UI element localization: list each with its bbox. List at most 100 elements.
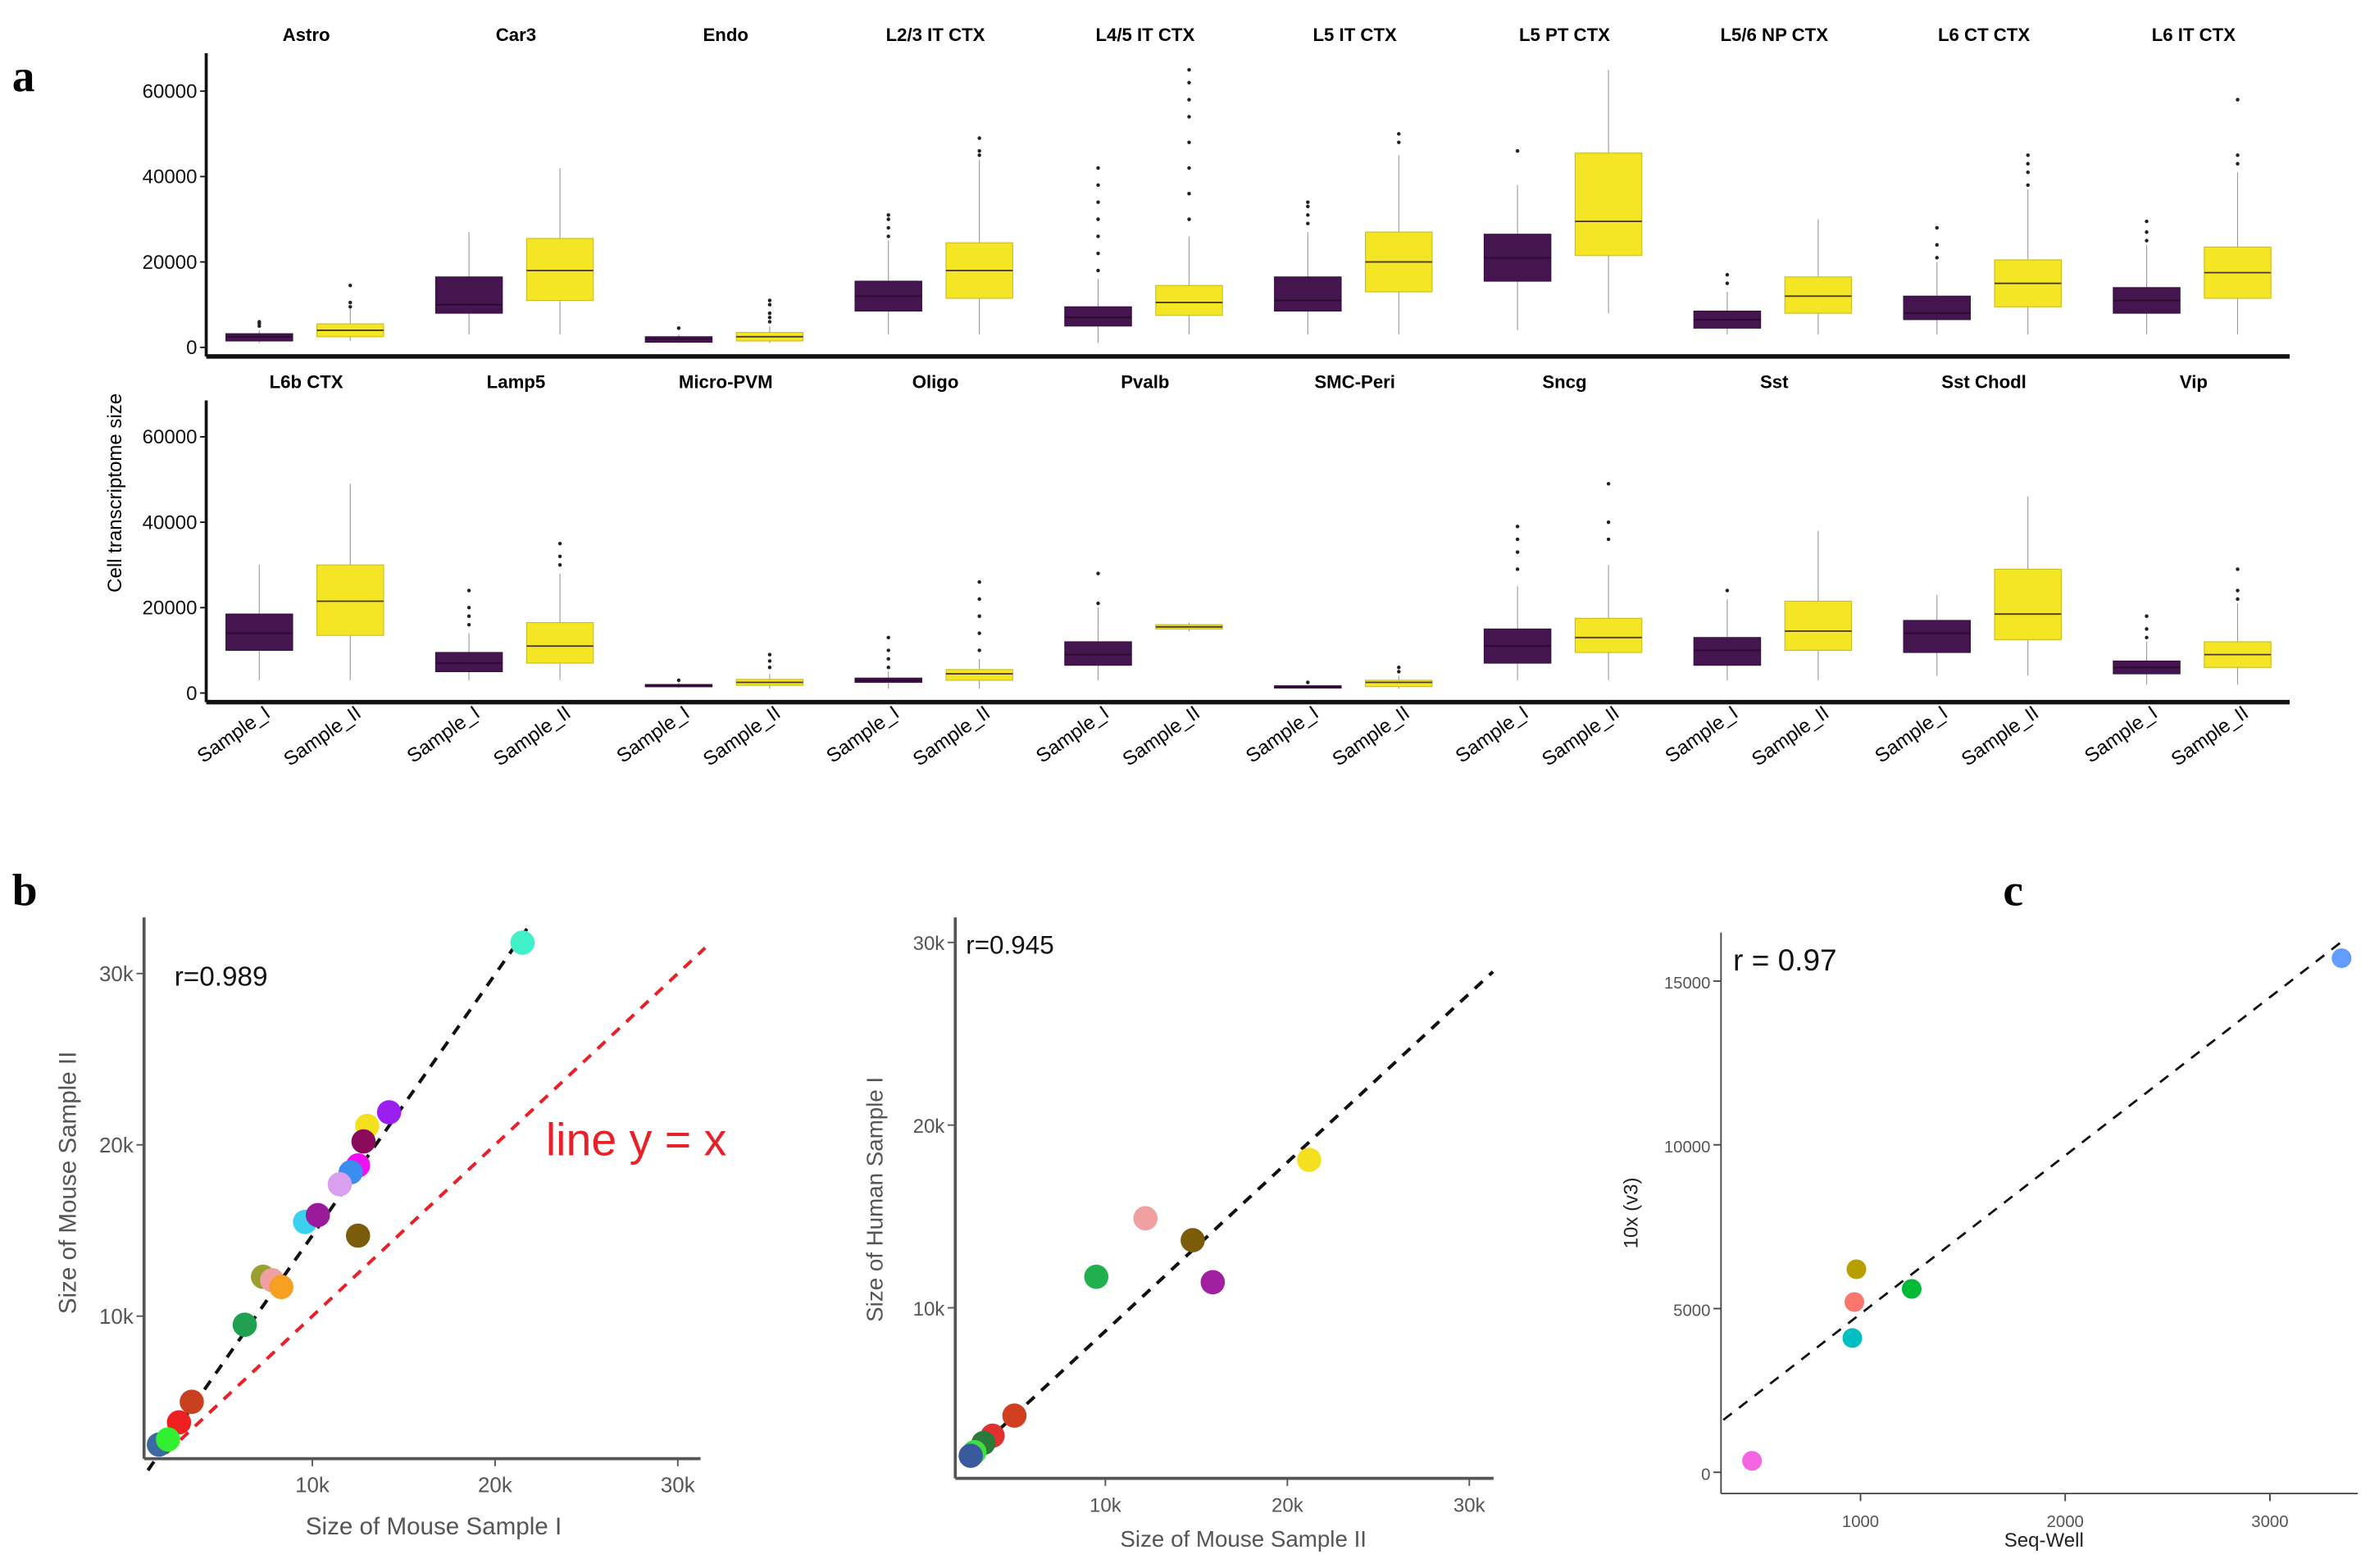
outlier-point — [1187, 166, 1191, 170]
outlier-point — [1187, 140, 1191, 144]
x-tick-label: Sample_I — [193, 702, 275, 767]
x-tick-label: 2000 — [2047, 1513, 2084, 1531]
outlier-point — [2236, 153, 2240, 157]
outlier-point — [1606, 520, 1611, 525]
facet-title: L5 PT CTX — [1519, 25, 1610, 45]
outlier-point — [348, 300, 353, 305]
y-tick-label: 0 — [186, 683, 197, 705]
facet-title: L5 IT CTX — [1312, 25, 1397, 45]
outlier-point — [886, 666, 890, 670]
x-tick-label: Sample_II — [1958, 702, 2043, 770]
outlier-point — [348, 284, 353, 288]
scatter-panel-c: 1000 2000 3000 0 5000 10000 15000 r = 0.97 Seq-W… — [1621, 932, 2359, 1552]
box — [525, 238, 594, 302]
data-point — [269, 1275, 293, 1299]
outlier-point — [557, 554, 562, 559]
data-point — [1200, 1270, 1226, 1295]
outlier-point — [557, 563, 562, 567]
outlier-point — [676, 326, 681, 330]
outlier-point — [2236, 98, 2240, 102]
y-tick-label: 0 — [1701, 1466, 1710, 1484]
box — [1903, 620, 1971, 653]
facet-title: Astro — [283, 25, 330, 45]
box — [1994, 568, 2062, 640]
outlier-point — [1935, 243, 1939, 247]
data-point — [180, 1389, 204, 1415]
data-point — [327, 1171, 353, 1197]
x-tick-label: Sample_II — [280, 702, 365, 770]
x-tick-label: 30k — [661, 1474, 695, 1497]
correlation-annotation: r = 0.97 — [1733, 943, 1836, 977]
outlier-point — [1187, 115, 1191, 119]
outlier-point — [2145, 627, 2149, 631]
outlier-point — [977, 153, 981, 157]
data-point — [1133, 1206, 1158, 1231]
facet-title: Oligo — [912, 372, 959, 393]
outlier-point — [1397, 670, 1401, 674]
box — [1064, 306, 1132, 327]
outlier-point — [466, 614, 471, 618]
outlier-point — [767, 298, 772, 302]
outlier-point — [886, 213, 890, 217]
x-tick-label: Sample_I — [612, 702, 694, 767]
outlier-point — [977, 614, 981, 618]
facet-title: SMC-Peri — [1314, 372, 1395, 393]
data-point — [2331, 948, 2352, 969]
data-point — [156, 1427, 180, 1452]
outlier-point — [767, 320, 772, 324]
outlier-point — [1187, 67, 1191, 72]
y-tick-label: 20k — [913, 1116, 946, 1138]
data-point — [232, 1312, 257, 1337]
outlier-point — [557, 541, 562, 546]
y-tick-label: 5000 — [1673, 1302, 1710, 1320]
x-tick-label: 30k — [1453, 1494, 1486, 1516]
outlier-point — [977, 579, 981, 584]
outlier-point — [466, 606, 471, 610]
outlier-point — [1096, 571, 1100, 575]
data-point — [1842, 1328, 1863, 1348]
x-tick-label: 3000 — [2251, 1513, 2288, 1531]
panel-label-c: c — [2003, 866, 2023, 916]
data-point — [1002, 1403, 1027, 1428]
facet-title: Pvalb — [1121, 372, 1169, 393]
box — [1064, 641, 1132, 666]
box — [434, 276, 503, 314]
regression-line — [1722, 940, 2343, 1421]
outlier-point — [1096, 217, 1100, 221]
outlier-point — [2026, 183, 2030, 188]
outlier-point — [767, 316, 772, 320]
outlier-point — [1515, 537, 1520, 542]
outlier-point — [257, 320, 262, 324]
x-tick-label: 10k — [1089, 1494, 1122, 1516]
box — [1903, 295, 1971, 320]
facet-title: L2/3 IT CTX — [886, 25, 985, 45]
outlier-point — [1187, 98, 1191, 102]
y-axis-label: Size of Human Sample I — [862, 1077, 887, 1322]
outlier-point — [1725, 589, 1730, 593]
y-tick-label: 10000 — [1664, 1139, 1711, 1157]
outlier-point — [1306, 221, 1310, 225]
x-tick-label: Sample_I — [1452, 702, 1533, 767]
scatter-panel-b-left: 10k 20k 30k 10k 20k 30k line y = x r=0.989 Size … — [54, 917, 727, 1540]
outlier-point — [2026, 161, 2030, 166]
outlier-point — [767, 311, 772, 316]
y-axis-label: Size of Mouse Sample II — [54, 1052, 81, 1315]
x-tick-label: Sample_II — [909, 702, 994, 770]
x-axis-label: Seq-Well — [2004, 1529, 2084, 1552]
outlier-point — [2145, 239, 2149, 243]
outlier-point — [886, 225, 890, 230]
y-axis-label: 10x (v3) — [1621, 1178, 1643, 1249]
outlier-point — [2145, 614, 2149, 618]
outlier-point — [977, 631, 981, 635]
facet-title: L5/6 NP CTX — [1721, 25, 1829, 45]
outlier-point — [1397, 140, 1401, 144]
correlation-annotation: r=0.945 — [966, 931, 1054, 960]
y-tick-label: 20000 — [143, 598, 198, 620]
outlier-point — [2236, 597, 2240, 602]
y-tick-label: 40000 — [143, 166, 198, 189]
outlier-point — [2236, 567, 2240, 571]
outlier-point — [886, 635, 890, 640]
box — [1274, 276, 1342, 312]
reference-line-y-equals-x — [165, 946, 707, 1455]
x-tick-label: Sample_I — [2081, 702, 2162, 767]
